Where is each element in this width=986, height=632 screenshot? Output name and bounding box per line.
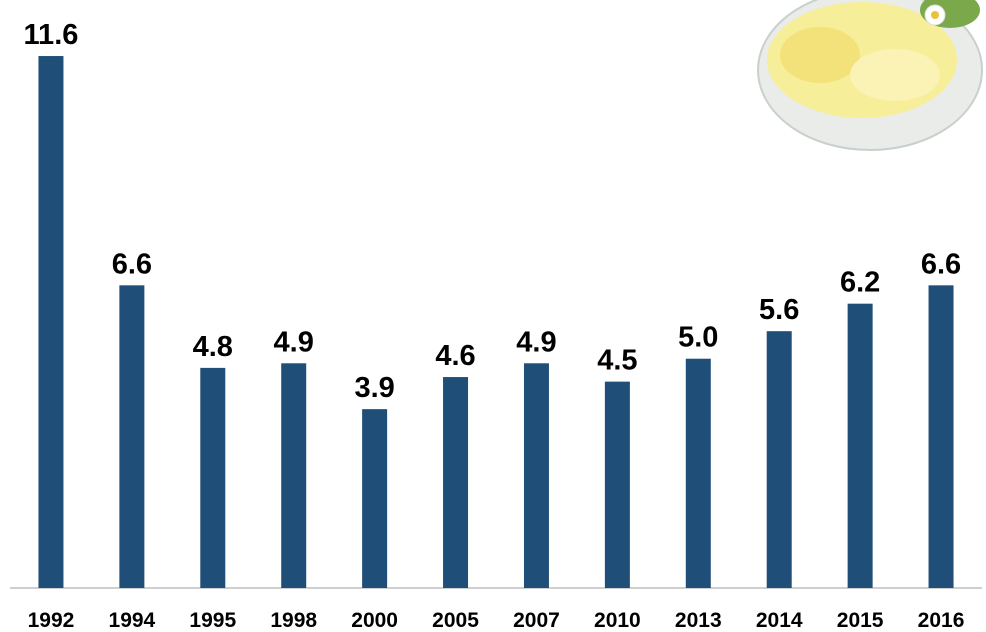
- data-label: 4.5: [597, 345, 637, 377]
- bar: [38, 56, 64, 588]
- data-label: 11.6: [24, 19, 79, 51]
- bar: [928, 285, 954, 588]
- data-label: 6.2: [840, 267, 880, 299]
- x-tick-label: 2014: [756, 609, 803, 632]
- data-label: 6.6: [921, 248, 961, 280]
- bar: [200, 367, 226, 588]
- bar: [847, 303, 873, 588]
- x-tick-label: 2007: [513, 609, 560, 632]
- data-label: 4.8: [193, 331, 233, 363]
- x-tick-label: 2005: [432, 609, 479, 632]
- bar: [604, 381, 630, 588]
- x-tick-label: 1995: [189, 609, 236, 632]
- flower-center: [931, 11, 939, 19]
- data-label: 5.0: [678, 322, 718, 354]
- x-tick-label: 2013: [675, 609, 722, 632]
- x-tick-label: 2015: [837, 609, 884, 632]
- bar: [281, 363, 307, 588]
- butter-curl: [850, 49, 940, 101]
- data-label: 4.9: [274, 326, 314, 358]
- x-tick-label: 2016: [918, 609, 965, 632]
- bar: [119, 285, 145, 588]
- x-tick-label: 1994: [109, 609, 156, 632]
- bar: [443, 377, 469, 588]
- x-tick-label: 1998: [270, 609, 317, 632]
- x-tick-label: 1992: [28, 609, 75, 632]
- data-label: 4.9: [516, 326, 556, 358]
- bar: [362, 409, 388, 588]
- x-tick-label: 2010: [594, 609, 641, 632]
- bar: [766, 331, 792, 588]
- butter-illustration: [757, 0, 983, 151]
- data-label: 4.6: [435, 340, 475, 372]
- bar: [523, 363, 549, 588]
- data-label: 5.6: [759, 294, 799, 326]
- butter-curl: [780, 27, 860, 83]
- bar: [685, 358, 711, 588]
- x-tick-label: 2000: [351, 609, 398, 632]
- data-label: 6.6: [112, 248, 152, 280]
- data-label: 3.9: [354, 372, 394, 404]
